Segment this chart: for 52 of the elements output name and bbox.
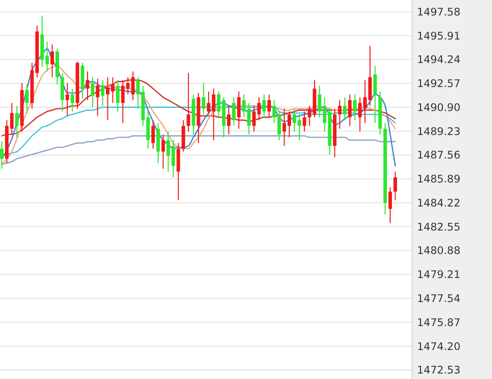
y-tick-label: 1485.89 — [417, 174, 460, 186]
candlestick — [232, 96, 236, 126]
candlestick — [15, 105, 19, 138]
candlestick — [308, 105, 312, 126]
candlestick — [50, 44, 54, 78]
y-tick-label: 1482.55 — [417, 221, 460, 234]
y-tick-label: 1477.54 — [417, 293, 461, 306]
candlestick — [267, 94, 271, 118]
candlestick — [393, 171, 397, 201]
y-tick-label: 1474.20 — [417, 340, 460, 353]
candlestick — [161, 134, 165, 170]
line-series — [1, 65, 396, 166]
candlestick — [90, 76, 94, 108]
y-tick-label: 1497.58 — [417, 6, 460, 18]
y-tick-label: 1479.21 — [417, 269, 460, 282]
y-tick-label: 1494.24 — [417, 54, 461, 66]
y-tick-label: 1475.87 — [417, 316, 460, 329]
y-tick-label: 1484.22 — [417, 197, 460, 210]
candlestick — [348, 94, 352, 126]
candlestick — [151, 120, 155, 150]
y-tick-label: 1472.53 — [417, 364, 460, 377]
candlestick — [353, 94, 357, 121]
y-tick-label: 1492.57 — [417, 78, 460, 90]
candlestick — [0, 141, 4, 170]
candlestick — [86, 71, 90, 101]
candlestick — [100, 80, 104, 106]
candlestick — [302, 111, 306, 132]
y-tick-label: 1495.91 — [417, 30, 460, 42]
candlestick — [70, 88, 74, 112]
y-tick-label: 1480.88 — [417, 245, 460, 258]
candlestick — [60, 72, 64, 112]
candlestick — [116, 80, 120, 112]
candlestick — [373, 65, 377, 124]
candlestick — [262, 94, 266, 118]
candlestick — [388, 186, 392, 224]
candlestick — [182, 120, 186, 152]
candlestick — [237, 91, 241, 130]
candlestick — [338, 100, 342, 130]
candlestick — [343, 96, 347, 121]
candlestick — [96, 78, 100, 116]
y-tick-label: 1490.90 — [417, 102, 460, 114]
candlestick — [80, 62, 84, 100]
y-tick-label: 1489.23 — [417, 126, 460, 138]
candlestick — [186, 72, 190, 132]
candlestick — [156, 122, 160, 164]
candlestick — [202, 82, 206, 115]
line-series — [1, 48, 396, 166]
candlestick — [227, 105, 231, 135]
candlestick — [176, 142, 180, 201]
candlestick — [25, 84, 29, 114]
candlestick — [66, 82, 70, 116]
y-tick-label: 1487.56 — [417, 150, 461, 162]
